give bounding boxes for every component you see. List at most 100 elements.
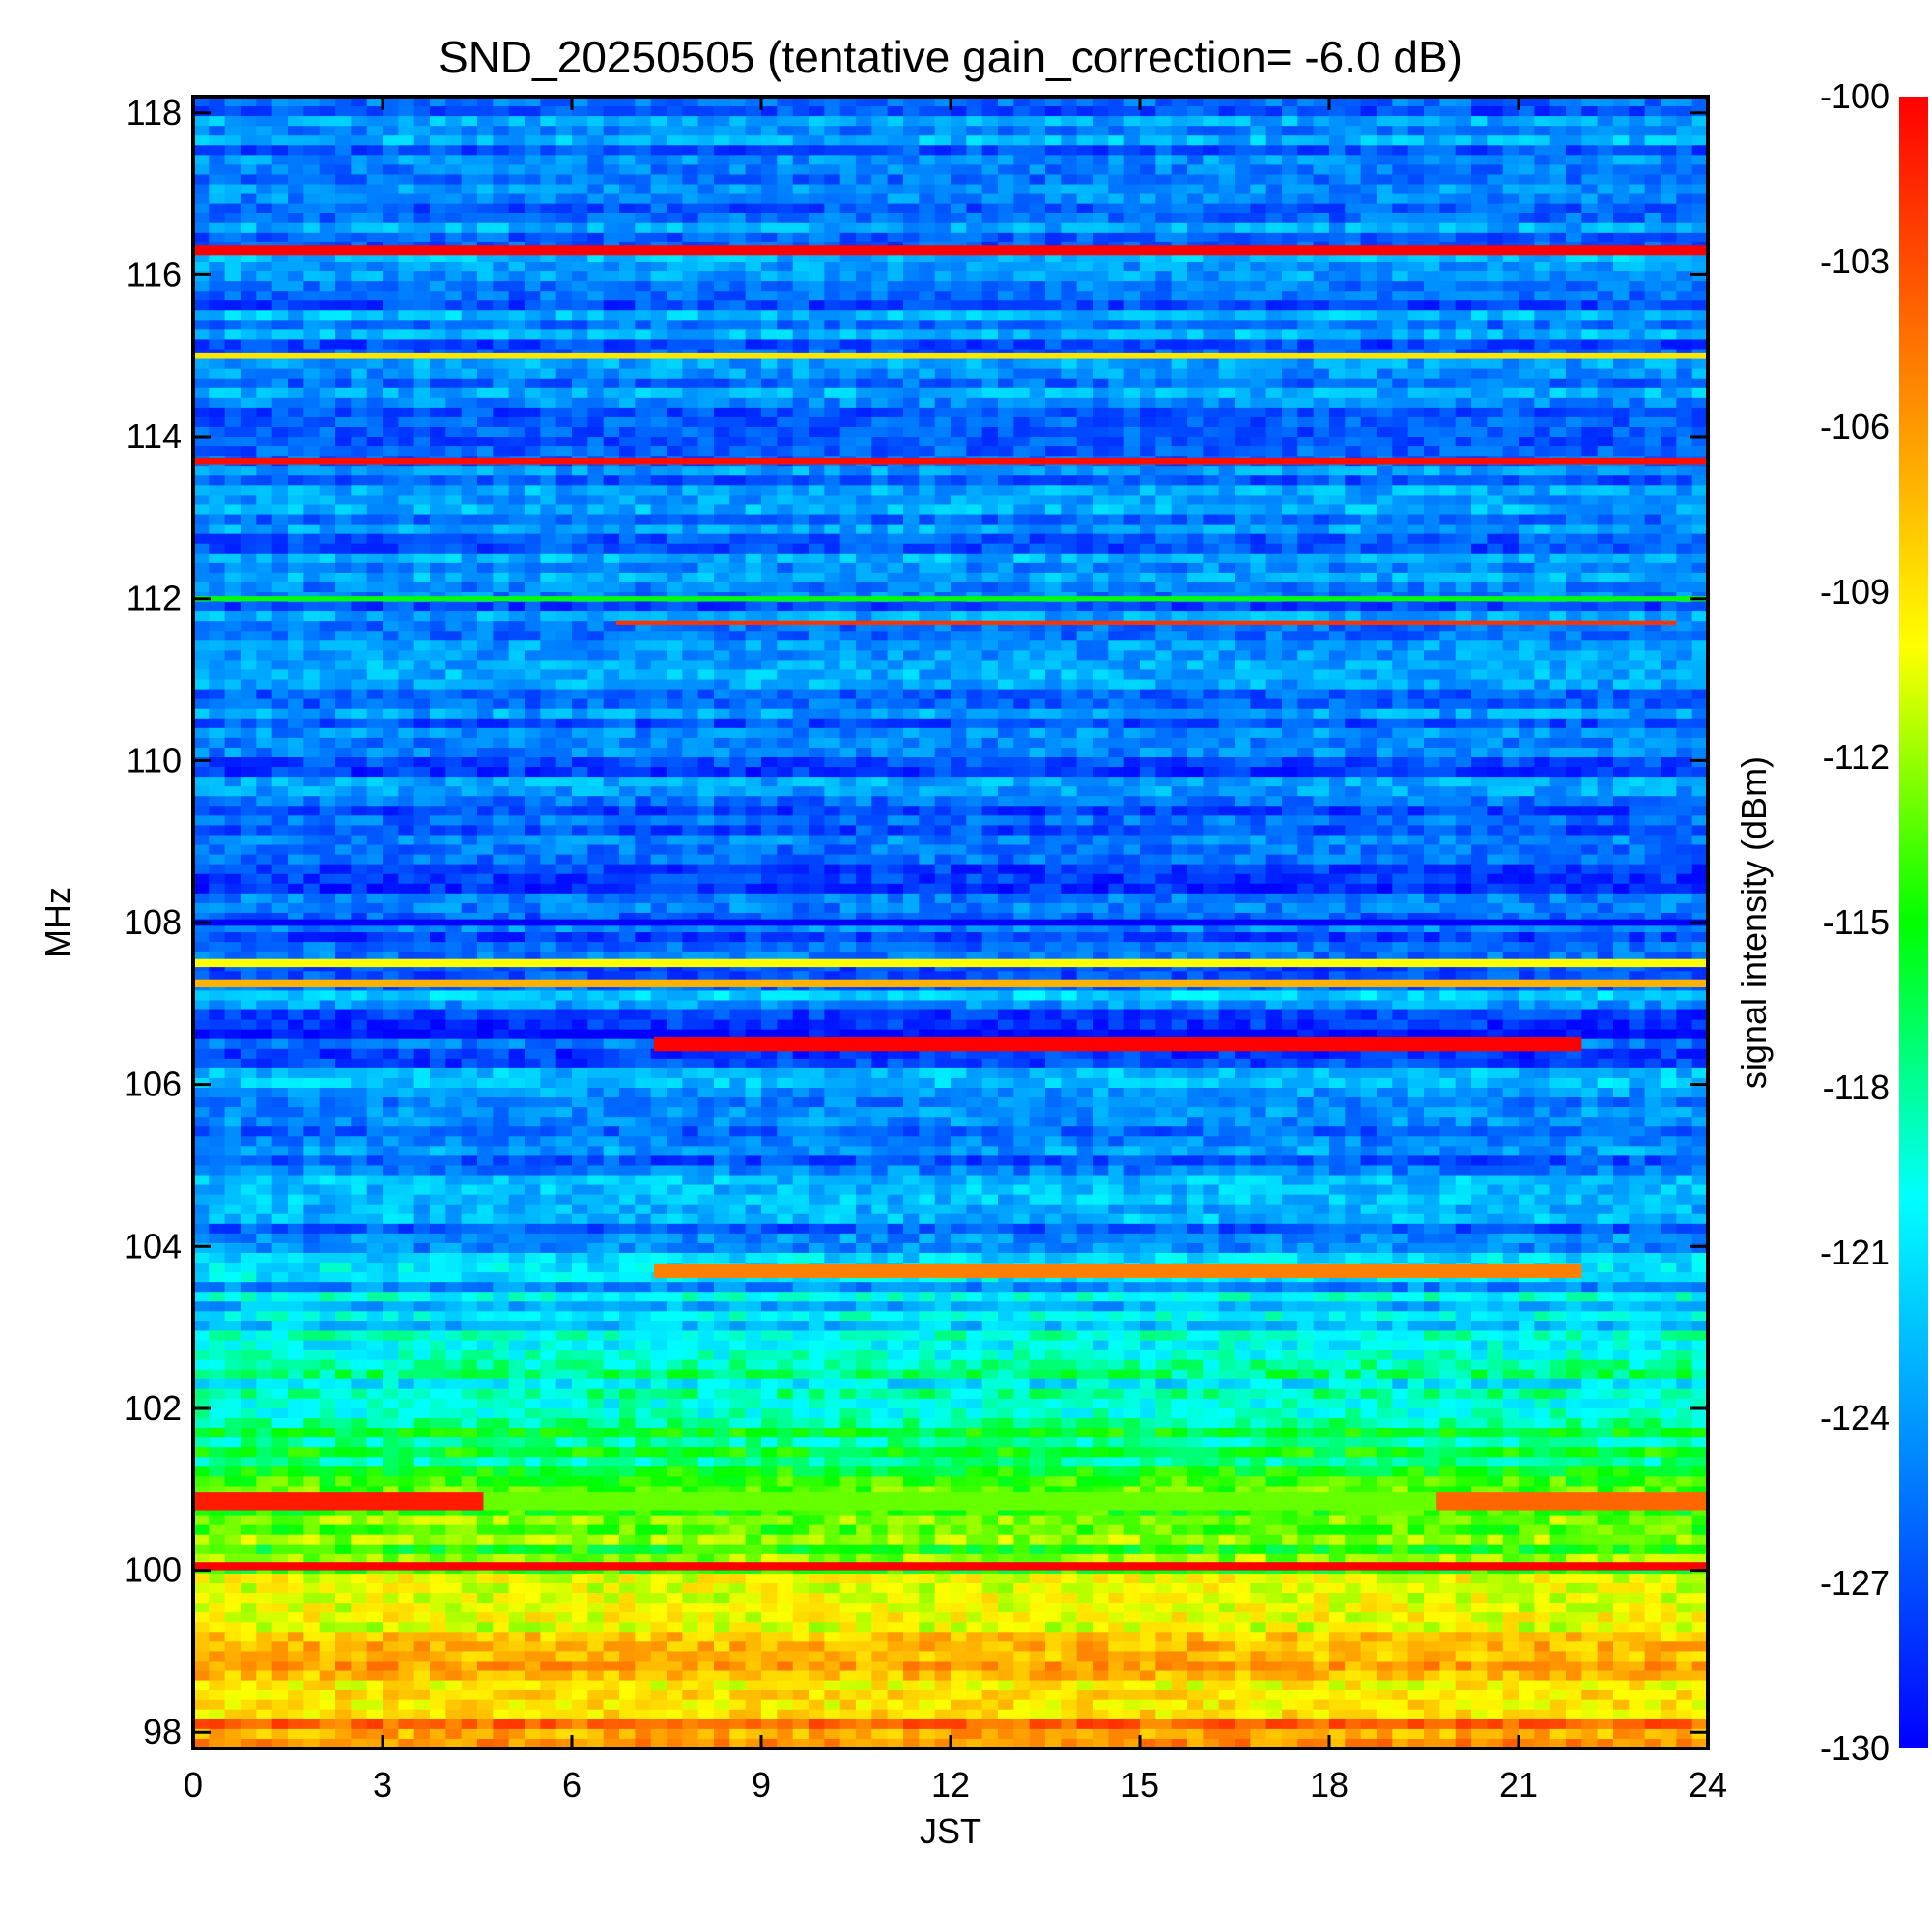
heatmap-cell [1661,437,1677,447]
heatmap-cell [651,563,668,574]
heatmap-cell [241,155,257,165]
heatmap-cell [272,262,289,272]
heatmap-cell [1219,281,1236,292]
heatmap-cell [1550,534,1567,545]
heatmap-cell [1345,525,1361,535]
heatmap-cell [1140,271,1156,282]
heatmap-cell [1629,466,1645,476]
heatmap-cell [1645,495,1662,505]
heatmap-cell [556,475,573,486]
heatmap-cell [809,573,825,583]
heatmap-cell [840,563,857,574]
heatmap-cell [1566,329,1582,340]
heatmap-cell [935,320,952,330]
heatmap-cell [1629,534,1645,545]
heatmap-cell [1676,145,1692,156]
heatmap-cell [256,329,272,340]
heatmap-cell [303,359,320,370]
heatmap-cell [1172,504,1188,515]
heatmap-cell [1613,223,1630,234]
heatmap-cell [1408,271,1425,282]
heatmap-cell [1314,145,1330,156]
heatmap-cell [272,427,289,438]
heatmap-cell [1566,126,1582,136]
heatmap-cell [1108,106,1124,117]
heatmap-cell [777,495,793,505]
heatmap-cell [445,379,462,389]
heatmap-cell [193,262,210,272]
heatmap-cell [935,495,952,505]
heatmap-cell [1456,213,1472,224]
heatmap-cell [320,262,336,272]
heatmap-cell [1013,126,1030,136]
heatmap-cell [272,106,289,117]
heatmap-cell [1108,126,1124,136]
heatmap-cell [1377,213,1393,224]
heatmap-cell [1645,427,1662,438]
heatmap-cell [1045,164,1062,175]
heatmap-cell [288,185,304,195]
heatmap-cell [1172,359,1188,370]
heatmap-cell [1408,495,1425,505]
heatmap-cell [1676,582,1692,593]
heatmap-cell [809,563,825,574]
heatmap-cell [809,475,825,486]
heatmap-cell [824,126,840,136]
heatmap-cell [193,359,210,370]
heatmap-cell [619,223,636,234]
heatmap-cell [1235,446,1251,457]
heatmap-cell [809,582,825,593]
heatmap-cell [1187,573,1204,583]
heatmap-cell [1471,320,1488,330]
heatmap-cell [1487,155,1503,165]
heatmap-cell [272,145,289,156]
heatmap-cell [303,185,320,195]
heatmap-cell [288,417,304,428]
heatmap-cell [1266,135,1283,146]
heatmap-cell [1408,204,1425,214]
heatmap-cell [1613,495,1630,505]
heatmap-cell [1345,106,1361,117]
heatmap-cell [256,174,272,185]
heatmap-cell [746,388,762,399]
heatmap-cell [1203,213,1219,224]
heatmap-cell [288,554,304,564]
heatmap-cell [556,573,573,583]
heatmap-cell [871,379,888,389]
heatmap-cell [888,437,904,447]
heatmap-cell [1282,359,1298,370]
heatmap-cell [1061,485,1077,496]
heatmap-cell [1282,262,1298,272]
heatmap-cell [1676,310,1692,321]
heatmap-cell [1661,116,1677,127]
heatmap-cell [572,544,588,554]
heatmap-cell [651,223,668,234]
heatmap-cell [761,359,778,370]
heatmap-cell [982,563,999,574]
heatmap-cell [604,563,620,574]
heatmap-cell [1108,573,1124,583]
heatmap-cell [698,223,715,234]
heatmap-cell [1487,427,1503,438]
heatmap-cell [919,388,935,399]
heatmap-cell [1187,554,1204,564]
heatmap-cell [1077,369,1094,380]
heatmap-cell [856,427,872,438]
heatmap-cell [225,379,242,389]
heatmap-cell [272,339,289,350]
heatmap-cell [951,291,967,301]
heatmap-cell [540,582,556,593]
heatmap-cell [1456,310,1472,321]
heatmap-cell [1266,359,1283,370]
heatmap-cell [1676,339,1692,350]
heatmap-cell [604,310,620,321]
heatmap-cell [1045,329,1062,340]
heatmap-cell [667,544,683,554]
heatmap-cell [241,475,257,486]
heatmap-cell [982,582,999,593]
heatmap-cell [1377,573,1393,583]
heatmap-cell [1424,563,1440,574]
heatmap-cell [335,466,352,476]
heatmap-cell [1361,106,1378,117]
heatmap-cell [1314,388,1330,399]
